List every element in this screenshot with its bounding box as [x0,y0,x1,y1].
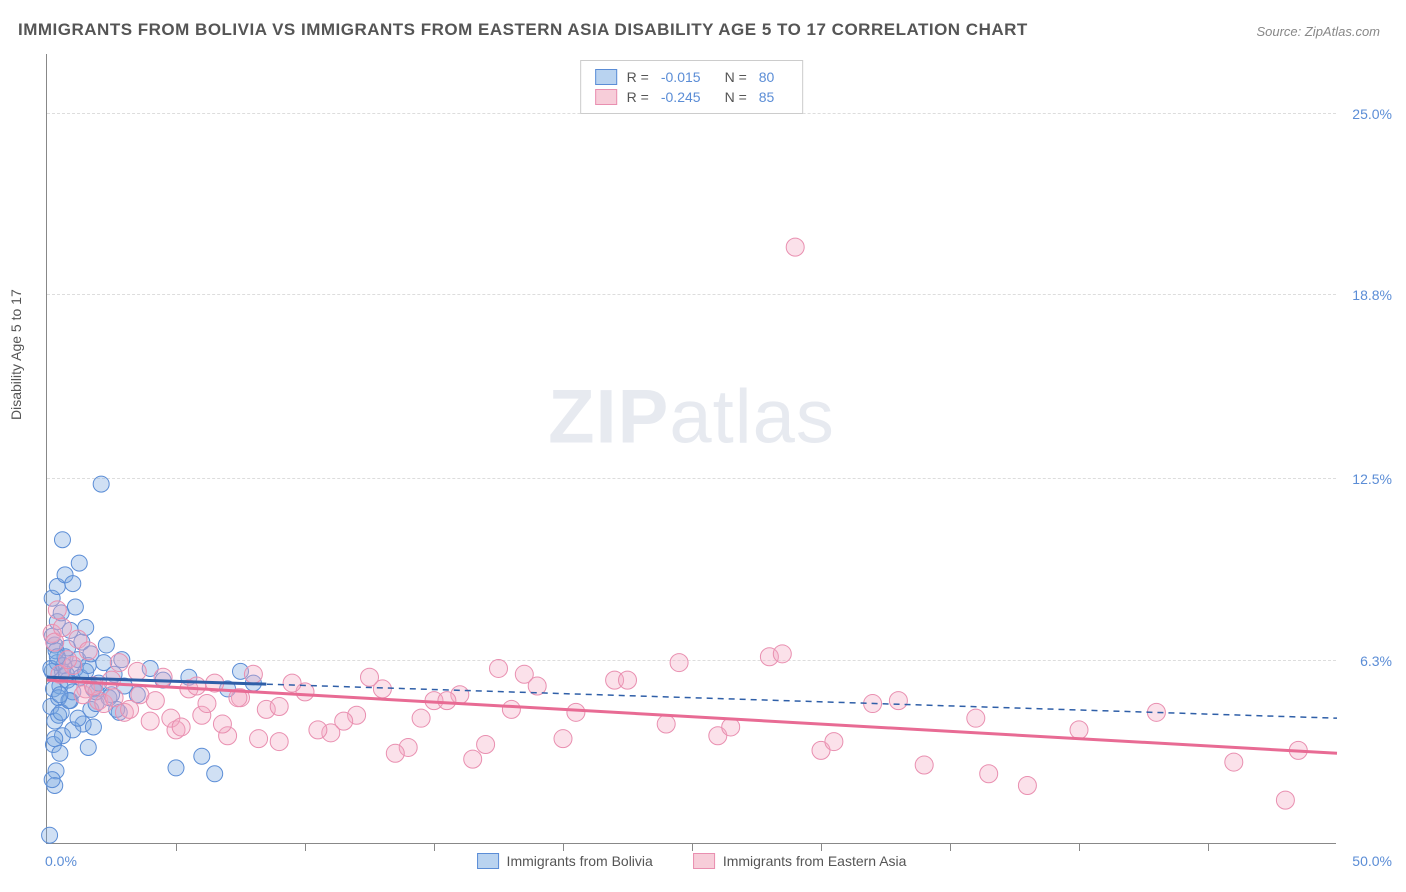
legend-label-bolivia: Immigrants from Bolivia [507,853,653,869]
legend-item-bolivia: Immigrants from Bolivia [477,853,653,869]
y-tick-label: 18.8% [1352,287,1392,303]
data-point-eastern_asia [335,712,353,730]
data-point-eastern_asia [554,730,572,748]
data-point-eastern_asia [188,677,206,695]
data-point-eastern_asia [1070,721,1088,739]
data-point-eastern_asia [889,692,907,710]
data-point-bolivia [67,599,83,615]
data-point-eastern_asia [980,765,998,783]
data-point-eastern_asia [48,601,66,619]
data-point-eastern_asia [59,651,77,669]
data-point-eastern_asia [464,750,482,768]
data-point-eastern_asia [386,744,404,762]
data-point-eastern_asia [1225,753,1243,771]
r-value-eastern-asia: -0.245 [661,89,701,105]
data-point-bolivia [47,731,63,747]
r-label: R = [627,89,649,105]
legend-row-bolivia: R = -0.015 N = 80 [595,67,789,87]
data-point-eastern_asia [825,733,843,751]
y-axis-label: Disability Age 5 to 17 [8,289,24,420]
data-point-eastern_asia [198,695,216,713]
chart-title: IMMIGRANTS FROM BOLIVIA VS IMMIGRANTS FR… [18,20,1028,40]
data-point-eastern_asia [438,692,456,710]
data-point-eastern_asia [1276,791,1294,809]
data-point-eastern_asia [773,645,791,663]
data-point-eastern_asia [515,665,533,683]
data-point-eastern_asia [567,703,585,721]
y-tick-label: 6.3% [1360,653,1392,669]
legend-row-eastern-asia: R = -0.245 N = 85 [595,87,789,107]
data-point-bolivia [52,687,68,703]
data-point-bolivia [71,555,87,571]
data-point-bolivia [54,532,70,548]
x-axis-max-label: 50.0% [1352,853,1392,869]
data-point-eastern_asia [786,238,804,256]
y-tick-label: 12.5% [1352,471,1392,487]
data-point-bolivia [52,745,68,761]
n-value-eastern-asia: 85 [759,89,775,105]
data-point-eastern_asia [967,709,985,727]
data-point-bolivia [70,710,86,726]
data-point-eastern_asia [146,692,164,710]
data-point-eastern_asia [141,712,159,730]
data-point-eastern_asia [270,697,288,715]
data-point-eastern_asia [53,618,71,636]
data-point-eastern_asia [477,736,495,754]
data-point-eastern_asia [502,700,520,718]
data-point-eastern_asia [110,654,128,672]
trend-line-eastern_asia [47,680,1337,753]
data-point-bolivia [44,772,60,788]
data-point-eastern_asia [670,654,688,672]
data-point-eastern_asia [309,721,327,739]
data-point-eastern_asia [250,730,268,748]
data-point-bolivia [93,476,109,492]
scatter-svg [47,54,1336,843]
x-axis-origin-label: 0.0% [45,853,77,869]
data-point-eastern_asia [619,671,637,689]
data-point-eastern_asia [361,668,379,686]
data-point-eastern_asia [283,674,301,692]
data-point-eastern_asia [213,715,231,733]
data-point-bolivia [42,827,58,843]
correlation-legend: R = -0.015 N = 80 R = -0.245 N = 85 [580,60,804,114]
swatch-bolivia-icon [477,853,499,869]
data-point-bolivia [98,637,114,653]
data-point-eastern_asia [270,733,288,751]
data-point-bolivia [207,766,223,782]
data-point-eastern_asia [172,718,190,736]
data-point-bolivia [194,748,210,764]
swatch-bolivia-icon [595,69,617,85]
r-label: R = [627,69,649,85]
data-point-eastern_asia [128,662,146,680]
n-value-bolivia: 80 [759,69,775,85]
n-label: N = [725,69,747,85]
data-point-eastern_asia [412,709,430,727]
data-point-eastern_asia [915,756,933,774]
data-point-eastern_asia [154,668,172,686]
data-point-eastern_asia [79,642,97,660]
legend-label-eastern-asia: Immigrants from Eastern Asia [723,853,907,869]
data-point-eastern_asia [490,659,508,677]
data-point-bolivia [80,739,96,755]
swatch-eastern-asia-icon [595,89,617,105]
series-legend: Immigrants from Bolivia Immigrants from … [477,853,907,869]
r-value-bolivia: -0.015 [661,69,701,85]
data-point-eastern_asia [105,689,123,707]
swatch-eastern-asia-icon [693,853,715,869]
data-point-eastern_asia [1018,776,1036,794]
data-point-bolivia [85,719,101,735]
data-point-bolivia [65,576,81,592]
chart-plot-area: ZIPatlas 6.3%12.5%18.8%25.0% R = -0.015 … [46,54,1336,844]
source-attribution: Source: ZipAtlas.com [1256,24,1380,39]
legend-item-eastern-asia: Immigrants from Eastern Asia [693,853,907,869]
data-point-eastern_asia [244,665,262,683]
y-tick-label: 25.0% [1352,106,1392,122]
data-point-eastern_asia [657,715,675,733]
data-point-bolivia [168,760,184,776]
n-label: N = [725,89,747,105]
